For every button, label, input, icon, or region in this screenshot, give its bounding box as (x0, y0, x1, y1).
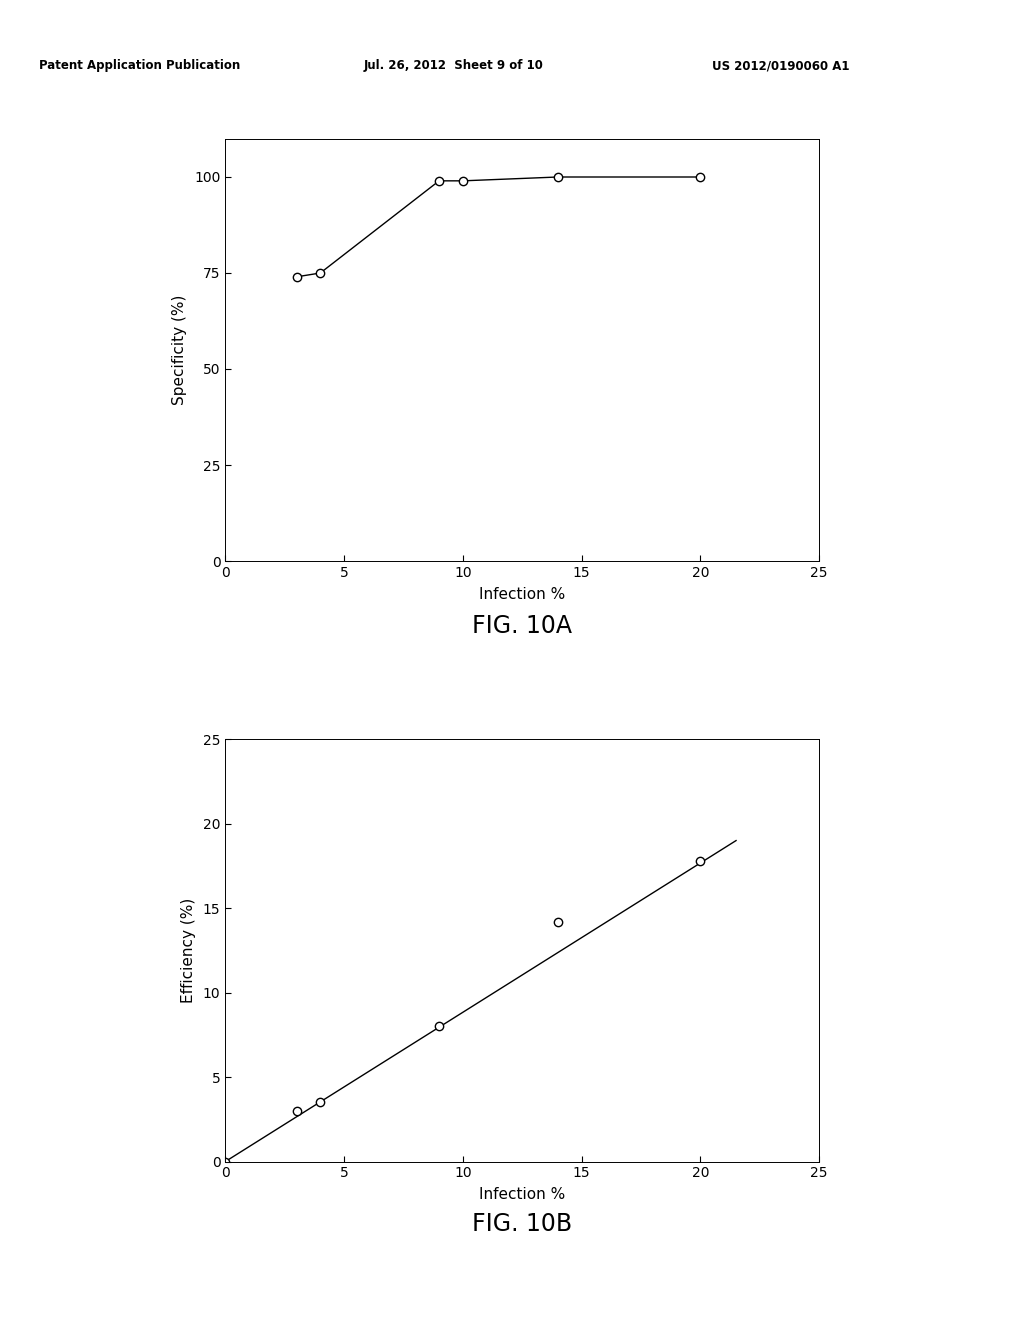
Text: Patent Application Publication: Patent Application Publication (39, 59, 241, 73)
Y-axis label: Efficiency (%): Efficiency (%) (181, 898, 196, 1003)
X-axis label: Infection %: Infection % (479, 1188, 565, 1203)
Text: Jul. 26, 2012  Sheet 9 of 10: Jul. 26, 2012 Sheet 9 of 10 (364, 59, 544, 73)
Y-axis label: Specificity (%): Specificity (%) (172, 294, 187, 405)
Text: US 2012/0190060 A1: US 2012/0190060 A1 (712, 59, 849, 73)
Text: FIG. 10B: FIG. 10B (472, 1212, 572, 1236)
Text: FIG. 10A: FIG. 10A (472, 614, 572, 638)
X-axis label: Infection %: Infection % (479, 587, 565, 602)
